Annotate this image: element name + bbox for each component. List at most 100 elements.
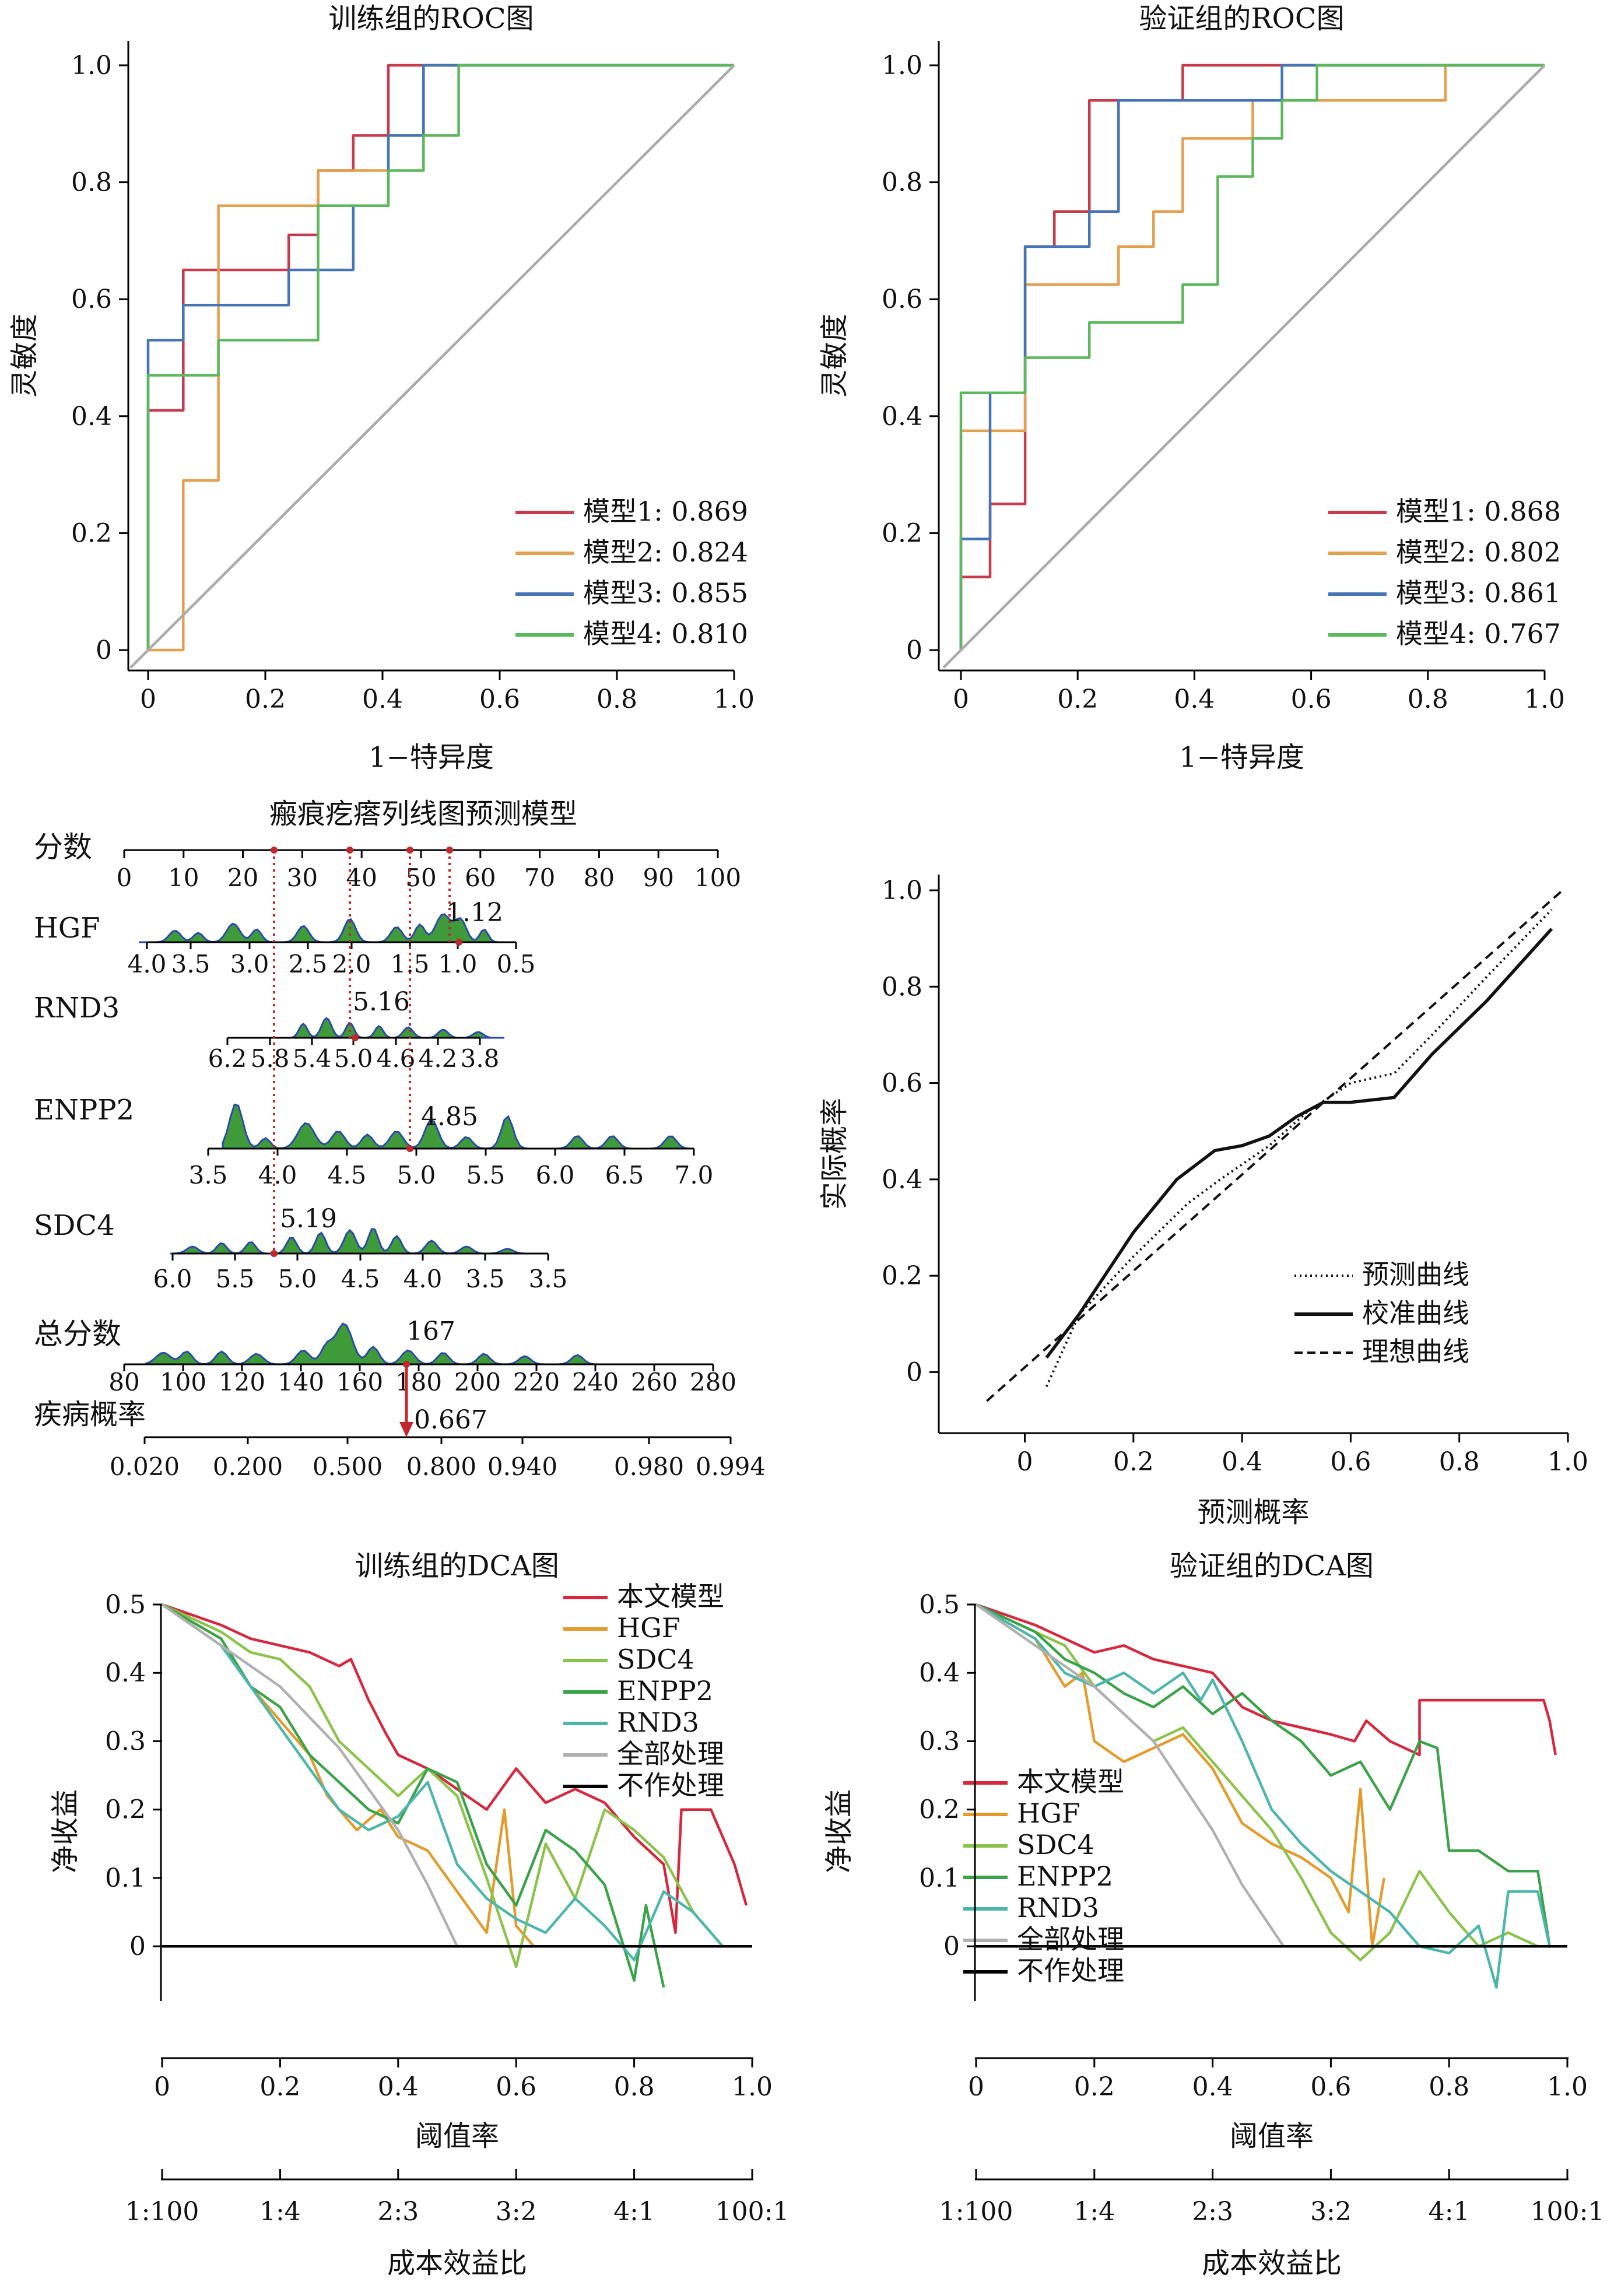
prob-arrow-head [399, 1422, 413, 1437]
row-tick-label: 2.5 [289, 950, 328, 978]
x-tick-label: 1.0 [732, 2072, 773, 2102]
x-tick-label: 0.4 [1192, 2072, 1233, 2102]
legend-label: SDC4 [617, 1644, 694, 1675]
y-tick-label: 0.2 [105, 1795, 146, 1825]
dca-valid-chart: 验证组的DCA图 0 0.2 0.4 0.6 0.8 1.0 0 0.1 0.2 0.3 0.4 0.5… [823, 1550, 1588, 2153]
density-ENPP2 [222, 1103, 693, 1150]
total-tick-label: 100 [160, 1368, 206, 1396]
y-axis-label: 灵敏度 [8, 314, 41, 398]
marker-label-ENPP2: 4.85 [421, 1102, 478, 1132]
points-marker [406, 847, 413, 854]
row-tick-label: 6.0 [536, 1161, 575, 1189]
prob-axis-label: 疾病概率 [34, 1398, 146, 1431]
row-tick-label: 6.0 [153, 1265, 192, 1293]
y-tick-label: 0.4 [882, 1165, 922, 1195]
prob-tick-label: 0.980 [614, 1452, 684, 1481]
roc-valid-title: 验证组的ROC图 [1139, 2, 1344, 35]
x-tick-label: 0.6 [1310, 2072, 1351, 2102]
x-tick-label: 0.8 [1429, 2072, 1469, 2102]
points-tick-label: 0 [117, 863, 132, 892]
row-tick-label: 2.0 [332, 950, 371, 978]
row-tick-label: 6.5 [605, 1161, 644, 1189]
points-axis-label: 分数 [34, 830, 92, 864]
points-tick-label: 30 [287, 863, 318, 892]
cost-tick-label: 3:2 [1310, 2197, 1352, 2227]
x-tick-label: 0.2 [1057, 684, 1098, 714]
x-tick-label: 0 [140, 684, 156, 714]
y-axis-label: 实际概率 [818, 1098, 851, 1210]
legend-label: 模型1: 0.868 [1396, 496, 1561, 527]
total-tick-label: 160 [336, 1368, 383, 1396]
legend-label: HGF [1017, 1798, 1080, 1829]
y-tick-label: 0.8 [882, 972, 922, 1002]
total-tick-label: 140 [278, 1368, 324, 1396]
y-tick-label: 0 [129, 1932, 146, 1961]
cost-tick-label: 1:100 [939, 2197, 1013, 2227]
row-tick-label: 5.5 [216, 1265, 255, 1293]
marker-label-SDC4: 5.19 [280, 1204, 337, 1234]
x-axis-label: 预测概率 [1197, 1496, 1309, 1529]
y-tick-label: 0 [943, 1932, 960, 1961]
y-tick-label: 0.6 [882, 1069, 922, 1098]
cost-tick-label: 3:2 [496, 2197, 537, 2227]
x-tick-label: 1.0 [714, 684, 755, 714]
points-marker [271, 847, 278, 854]
y-tick-label: 0.1 [105, 1863, 146, 1893]
x-tick-label: 0.6 [1330, 1447, 1371, 1477]
row-marker [406, 1145, 413, 1152]
row-tick-label: 3.5 [529, 1265, 568, 1293]
y-axis-label: 灵敏度 [818, 314, 851, 398]
prob-tick-label: 0.800 [406, 1452, 476, 1481]
x-tick-label: 0.8 [597, 684, 637, 714]
y-tick-label: 0 [906, 1357, 922, 1387]
legend-label: 模型2: 0.802 [1396, 536, 1561, 568]
cost-tick-label: 100:1 [715, 2197, 790, 2227]
legend-label: 不作处理 [1017, 1955, 1124, 1986]
dca-train-series-全部处理 [161, 1603, 459, 1947]
legend-label: 不作处理 [617, 1770, 724, 1801]
y-tick-label: 0.2 [882, 1261, 922, 1291]
row-label-HGF: HGF [34, 912, 100, 945]
prob-tick-label: 0.020 [110, 1452, 180, 1481]
x-tick-label: 1.0 [1547, 2072, 1588, 2102]
y-tick-label: 0.6 [71, 285, 112, 314]
row-tick-label: 5.0 [278, 1265, 317, 1293]
x-axis-label: 阈值率 [415, 2120, 499, 2153]
prob-tick-label: 0.994 [696, 1452, 766, 1481]
x-tick-label: 0.2 [259, 2072, 300, 2102]
legend-label: 全部处理 [617, 1738, 724, 1770]
row-tick-label: 5.5 [466, 1161, 506, 1189]
y-tick-label: 0.6 [882, 285, 922, 314]
row-tick-label: 4.0 [403, 1265, 443, 1293]
total-marker-label: 167 [406, 1316, 455, 1346]
x-tick-label: 0.4 [378, 2072, 419, 2102]
roc-train-chart: 训练组的ROC图 0 0.2 0.4 0.6 0.8 1.0 0 0.2 0.4 0.6 0.8 1.0… [8, 2, 755, 774]
dca-train-series-RND3 [161, 1603, 724, 1961]
dca-valid-series-RND3 [975, 1603, 1551, 1989]
x-tick-label: 0.8 [1439, 1447, 1480, 1477]
total-tick-label: 120 [219, 1368, 265, 1396]
points-tick-label: 20 [227, 863, 258, 892]
cost-tick-label: 4:1 [1429, 2197, 1470, 2227]
marker-label-HGF: 1.12 [446, 898, 503, 928]
x-tick-label: 0.6 [496, 2072, 536, 2102]
density-total [145, 1322, 601, 1365]
y-tick-label: 1.0 [882, 876, 922, 905]
y-tick-label: 0.5 [919, 1590, 960, 1620]
points-marker [346, 847, 353, 854]
total-tick-label: 180 [395, 1368, 442, 1396]
row-tick-label: 5.0 [334, 1044, 373, 1073]
roc-valid-series-reference-line [942, 64, 1546, 669]
calibration-series-校准曲线 [1045, 928, 1553, 1359]
dca-train-series-HGF [161, 1603, 535, 1947]
row-tick-label: 3.0 [230, 950, 269, 978]
calibration-chart: 0 0.2 0.4 0.6 0.8 1.0 0 0.2 0.4 0.6 0.8 1.0 预测概率 实际概率… [818, 875, 1588, 1529]
dca-train-chart: 训练组的DCA图 0 0.2 0.4 0.6 0.8 1.0 0 0.1 0.2 0.3 0.4 0.5… [49, 1550, 773, 2153]
legend-label: 全部处理 [1017, 1923, 1124, 1955]
dca-valid-title: 验证组的DCA图 [1170, 1550, 1374, 1582]
x-tick-label: 0.2 [1074, 2072, 1115, 2102]
x-tick-label: 0.2 [1113, 1447, 1154, 1477]
x-tick-label: 0 [953, 684, 969, 714]
